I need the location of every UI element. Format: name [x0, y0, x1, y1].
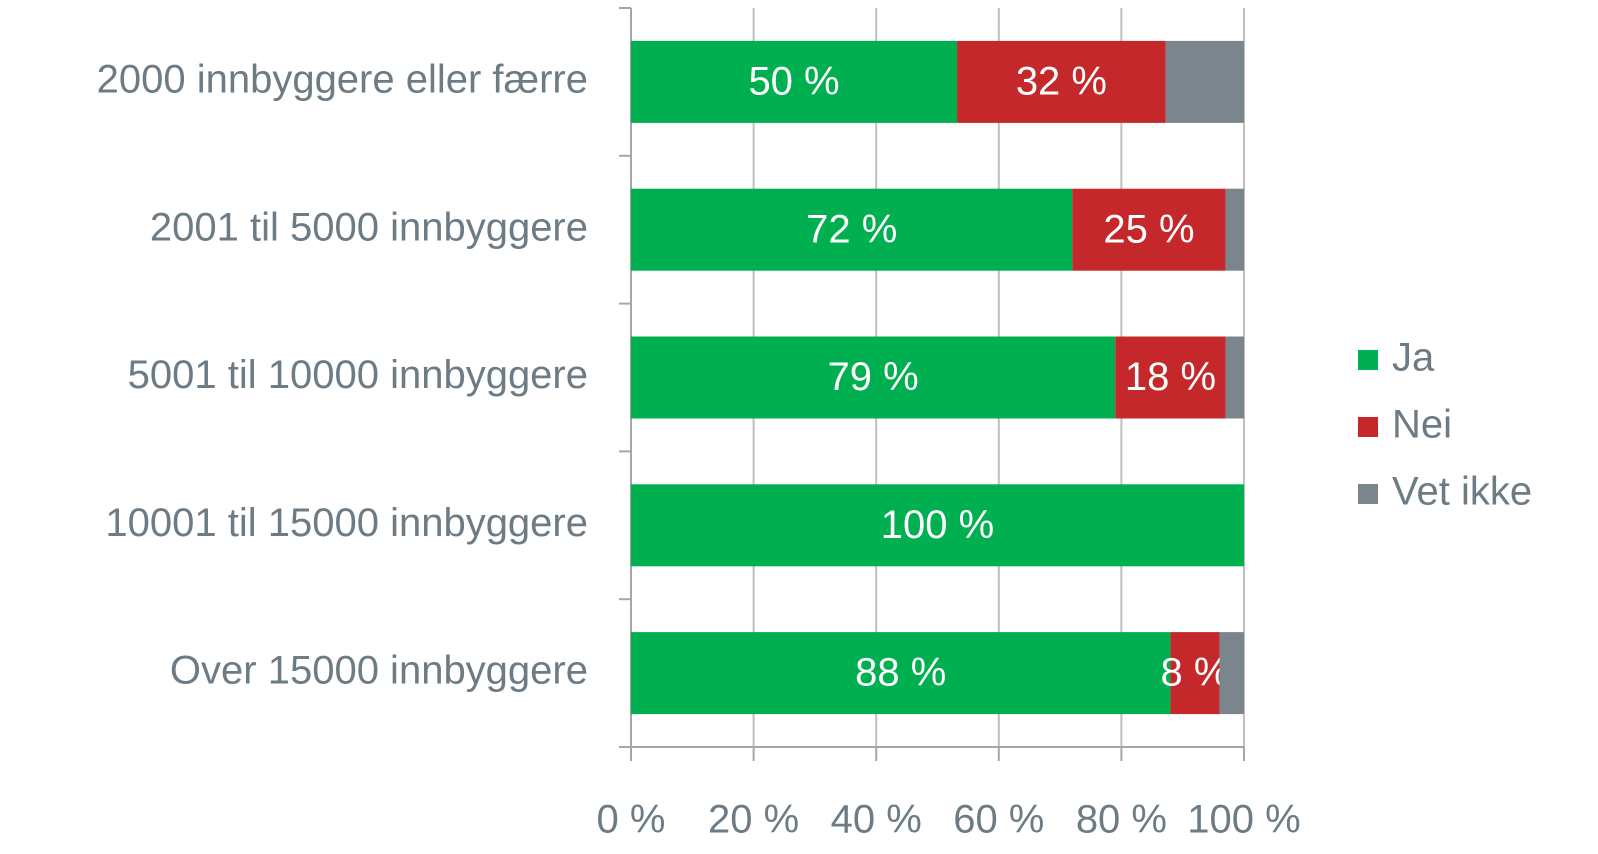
bar-segment — [1225, 188, 1244, 271]
bar-segment — [1219, 632, 1244, 715]
bar-segment — [631, 484, 1244, 567]
x-tick-label: 0 % — [597, 798, 666, 842]
bar-segment — [1170, 632, 1220, 715]
legend-label: Ja — [1392, 336, 1435, 380]
bar-segment — [631, 188, 1073, 271]
y-tick-label: 10001 til 15000 innbyggere — [105, 501, 588, 545]
x-tick-label: 100 % — [1187, 798, 1300, 842]
bar-segment — [1072, 188, 1226, 271]
data-label: 8 % — [1160, 651, 1229, 695]
data-label: 50 % — [748, 59, 839, 103]
x-tick-label: 80 % — [1076, 798, 1167, 842]
x-tick-label: 40 % — [831, 798, 922, 842]
legend-swatch — [1358, 350, 1378, 370]
data-label: 18 % — [1125, 355, 1216, 399]
bar-segment — [1115, 336, 1226, 419]
legend-label: Vet ikke — [1392, 470, 1532, 514]
bar-segment — [631, 40, 958, 123]
bar-segment — [1165, 40, 1244, 123]
legend-swatch — [1358, 417, 1378, 437]
data-label: 79 % — [828, 355, 919, 399]
data-label: 72 % — [806, 207, 897, 251]
bar-segment — [631, 632, 1171, 715]
y-tick-label: Over 15000 innbyggere — [170, 649, 588, 693]
data-label: 32 % — [1016, 59, 1107, 103]
bar-segment — [631, 336, 1116, 419]
x-tick-label: 20 % — [708, 798, 799, 842]
data-label: 25 % — [1103, 207, 1194, 251]
y-tick-label: 2001 til 5000 innbyggere — [150, 205, 588, 249]
bar-segment — [957, 40, 1166, 123]
y-tick-label: 2000 innbyggere eller færre — [97, 57, 588, 101]
data-label: 88 % — [855, 651, 946, 695]
bar-segment — [1225, 336, 1244, 419]
legend-label: Nei — [1392, 403, 1452, 447]
x-tick-label: 60 % — [953, 798, 1044, 842]
data-label: 100 % — [881, 503, 994, 547]
y-tick-label: 5001 til 10000 innbyggere — [128, 353, 588, 397]
legend-swatch — [1358, 484, 1378, 504]
